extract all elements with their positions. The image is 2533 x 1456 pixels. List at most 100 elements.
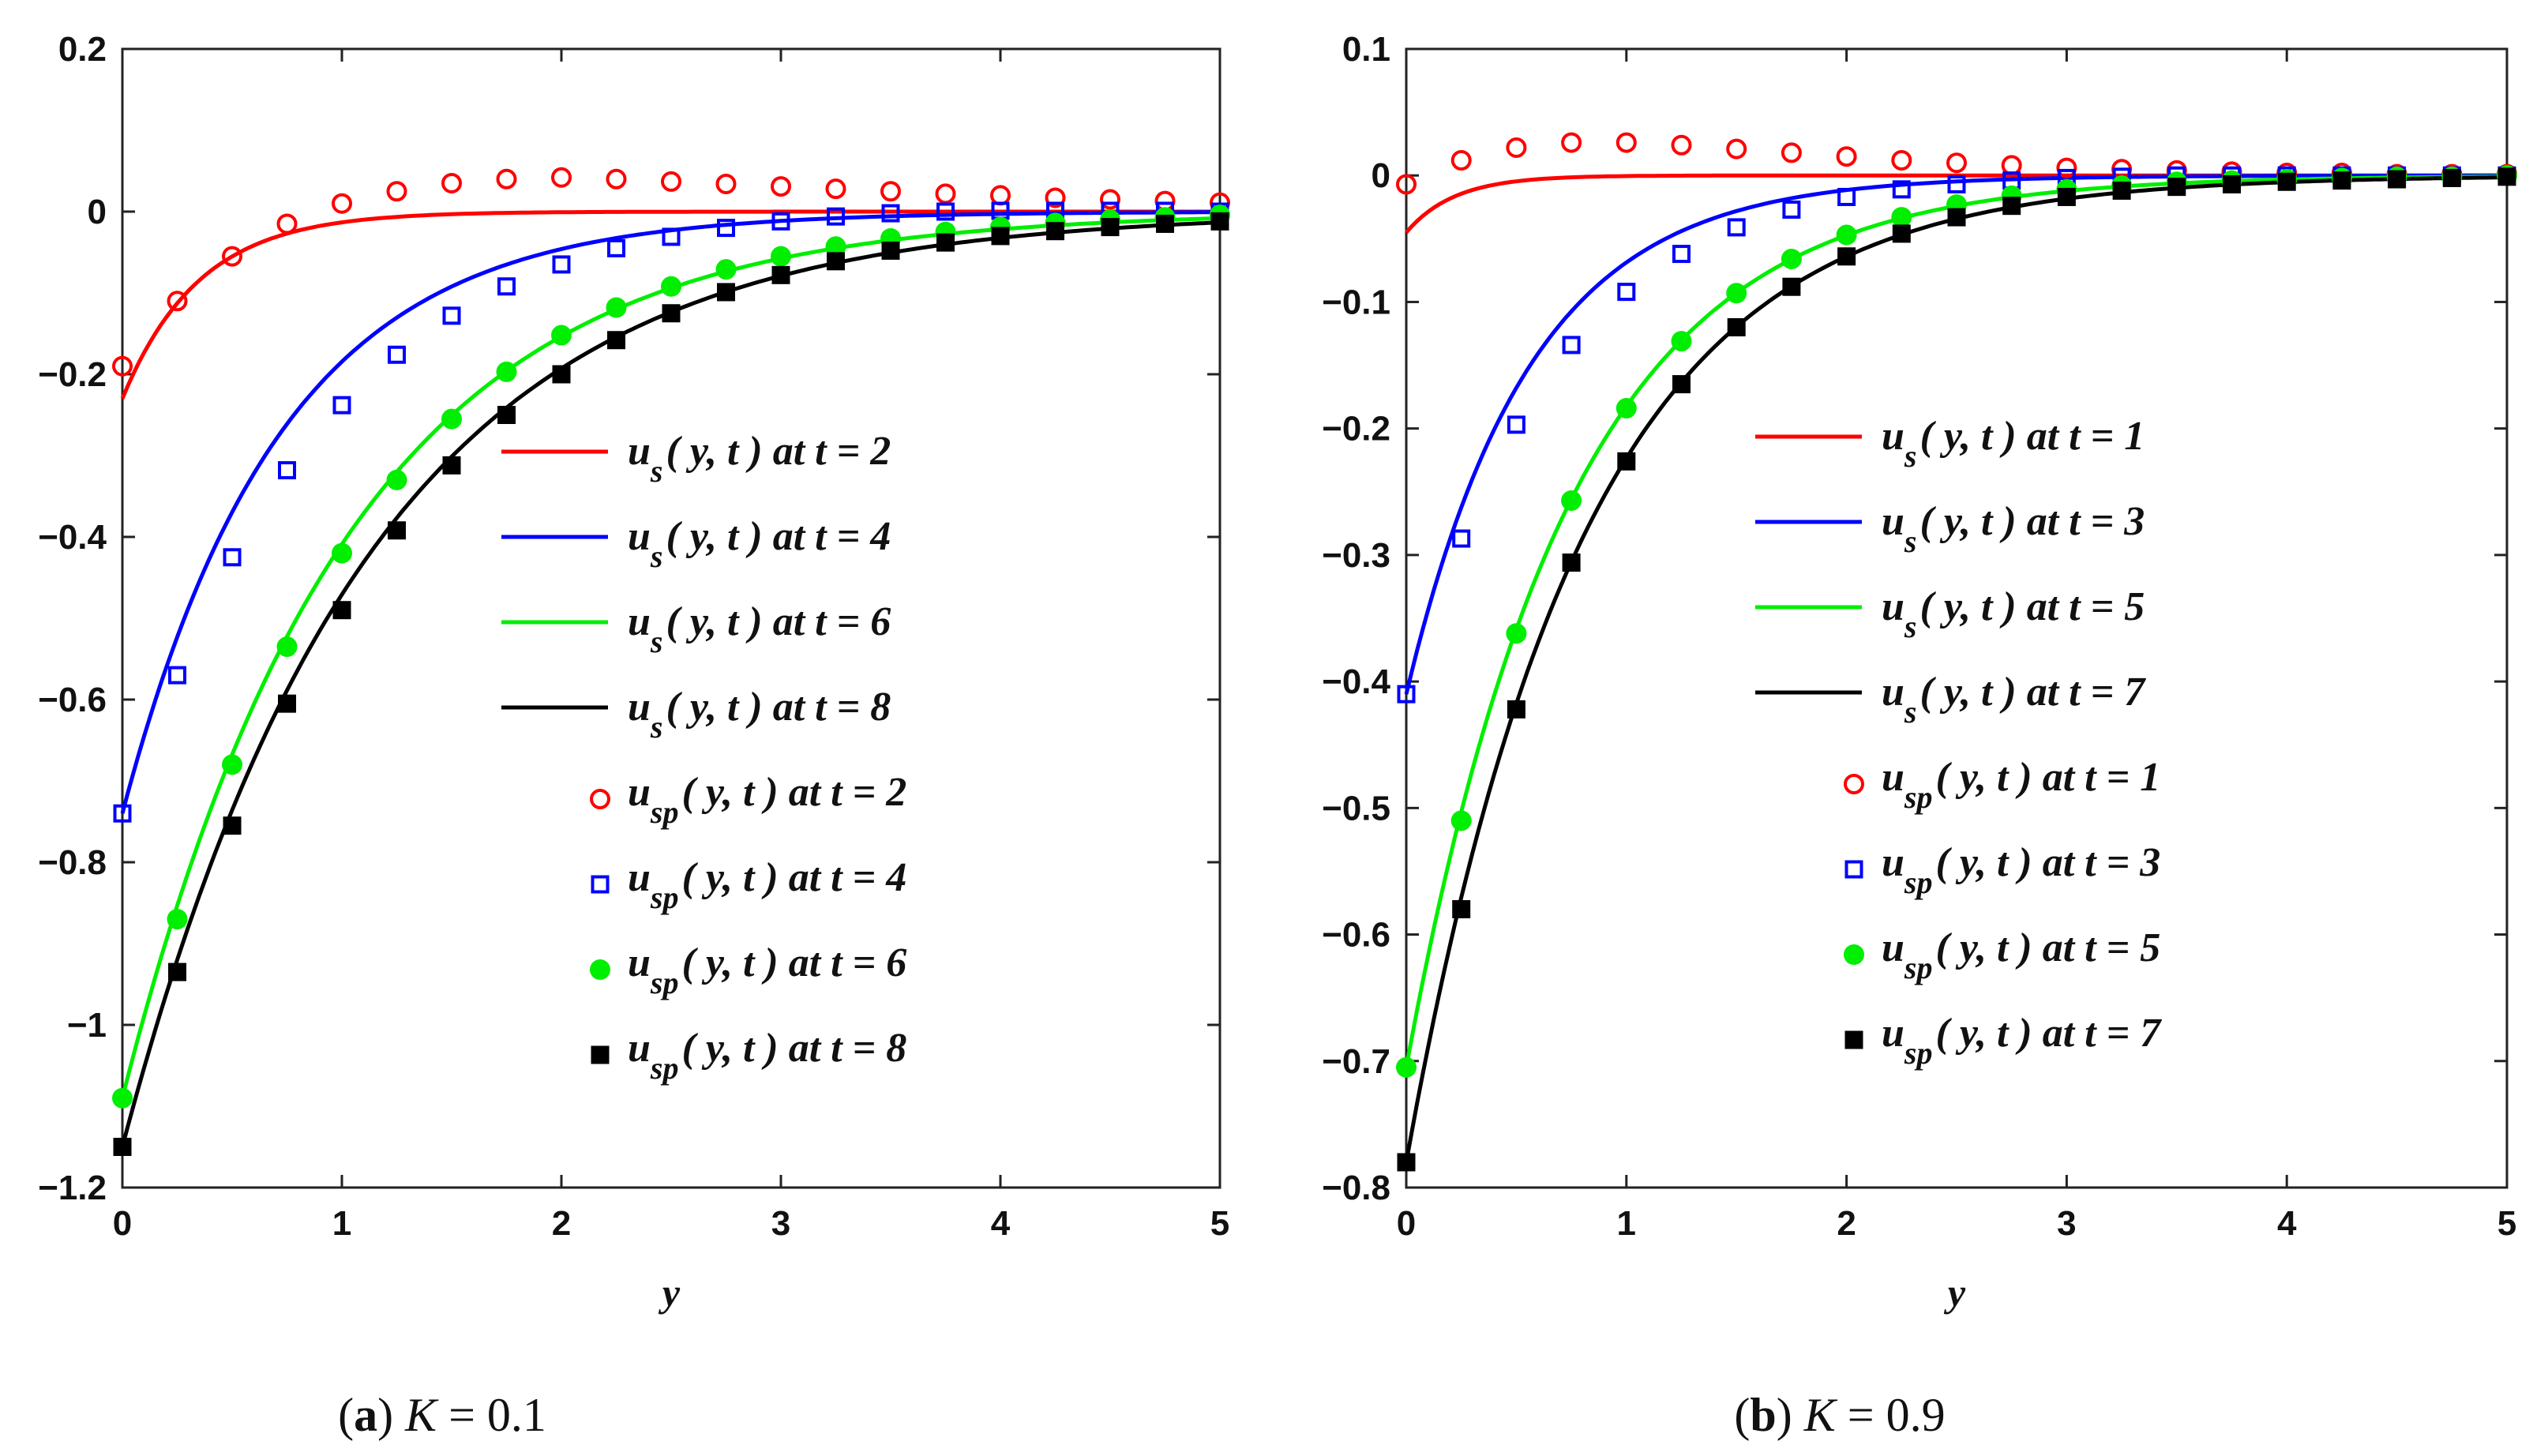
y-tick-label: −0.8 xyxy=(38,843,107,882)
data-point xyxy=(551,325,572,346)
data-point xyxy=(1836,224,1857,246)
data-point xyxy=(881,241,900,260)
y-tick-label: −0.1 xyxy=(1322,283,1390,321)
data-point xyxy=(442,456,461,475)
x-tick-label: 1 xyxy=(332,1204,351,1243)
x-tick-label: 0 xyxy=(1397,1204,1416,1243)
data-point xyxy=(1450,810,1472,831)
data-point xyxy=(113,804,132,823)
data-point xyxy=(222,246,242,267)
legend-entry: usp( y, t ) at t = 2 xyxy=(590,770,906,830)
x-tick-label: 4 xyxy=(2277,1204,2297,1243)
legend-label: usp( y, t ) at t = 3 xyxy=(1882,840,2160,900)
data-point xyxy=(662,227,681,246)
y-tick-label: −1 xyxy=(67,1006,107,1045)
data-point xyxy=(168,963,186,981)
data-point xyxy=(2442,168,2461,187)
x-tick-label: 3 xyxy=(771,1204,790,1243)
legend-entry: usp( y, t ) at t = 4 xyxy=(591,855,906,915)
legend: us( y, t ) at t = 2 us( y, t ) at t = 4 us… xyxy=(501,429,906,1086)
data-point xyxy=(1727,218,1746,237)
data-point xyxy=(1506,137,1527,158)
x-tick-label: 3 xyxy=(2057,1204,2076,1243)
data-point xyxy=(717,219,735,238)
data-point xyxy=(1781,248,1802,269)
data-point xyxy=(2332,171,2351,190)
legend-label: usp( y, t ) at t = 8 xyxy=(628,1026,906,1086)
series-sp-t2 xyxy=(112,167,1230,377)
legend-marker-swatch xyxy=(1844,1030,1863,1049)
x-tick-label: 4 xyxy=(991,1204,1011,1243)
data-point xyxy=(2112,181,2131,200)
data-point xyxy=(441,172,462,193)
y-tick-label: −0.4 xyxy=(38,518,107,557)
legend-marker-swatch xyxy=(1844,774,1864,794)
legend-entry: usp( y, t ) at t = 1 xyxy=(1844,755,2160,815)
data-point xyxy=(1671,134,1692,156)
data-point xyxy=(167,909,188,930)
data-point xyxy=(1891,207,1912,228)
legend-entry: usp( y, t ) at t = 8 xyxy=(591,1026,906,1086)
data-point xyxy=(771,246,791,267)
plot-a: 0 1 2 3 4 5 0.2 0 −0.2 −0.4 −0.6 −0.8 −1 −1.2 y us( y, … xyxy=(38,30,1230,1315)
x-axis-label: y xyxy=(1944,1270,1966,1315)
data-point xyxy=(223,548,242,567)
data-point xyxy=(1892,180,1911,199)
data-point xyxy=(441,408,462,430)
data-point xyxy=(332,601,351,620)
y-tick-label: −0.4 xyxy=(1322,662,1390,701)
caption-a: (a) K = 0.1 xyxy=(338,1389,546,1441)
data-point xyxy=(935,183,956,205)
legend-entry: usp( y, t ) at t = 7 xyxy=(1844,1011,2162,1071)
data-point xyxy=(1045,187,1066,208)
y-tick-label: −0.7 xyxy=(1322,1042,1390,1081)
data-point xyxy=(771,265,790,284)
data-point xyxy=(1507,415,1525,434)
data-point xyxy=(662,304,681,323)
data-point xyxy=(1947,208,1966,227)
legend-marker-swatch xyxy=(591,875,610,894)
data-point xyxy=(386,469,407,490)
data-point xyxy=(1561,490,1582,511)
data-point xyxy=(2223,174,2241,193)
data-point xyxy=(1562,336,1581,355)
data-point xyxy=(661,276,681,297)
legend-label: us( y, t ) at t = 4 xyxy=(628,514,891,574)
caption-b: (b) K = 0.9 xyxy=(1734,1389,1945,1441)
legend-marker-swatch xyxy=(590,789,610,809)
data-point xyxy=(332,193,352,214)
data-point xyxy=(936,202,955,221)
legend-entry: us( y, t ) at t = 2 xyxy=(501,429,891,489)
data-point xyxy=(606,168,627,190)
legend-entry: usp( y, t ) at t = 5 xyxy=(1844,925,2160,985)
data-point xyxy=(827,252,845,271)
data-point xyxy=(771,176,791,197)
data-point xyxy=(276,636,298,658)
data-point xyxy=(2388,170,2407,189)
data-point xyxy=(1561,132,1582,153)
data-point xyxy=(2167,178,2186,197)
data-point xyxy=(1617,283,1636,302)
data-point xyxy=(1947,174,1966,193)
x-tick-label: 2 xyxy=(552,1204,571,1243)
data-point xyxy=(1046,222,1064,241)
data-point xyxy=(717,283,735,302)
data-point xyxy=(1396,174,1417,195)
x-tick-label: 2 xyxy=(1837,1204,1856,1243)
legend: us( y, t ) at t = 1 us( y, t ) at t = 3 us… xyxy=(1755,414,2162,1071)
y-tick-label: −0.6 xyxy=(38,681,107,719)
y-tick-label: −0.2 xyxy=(1322,410,1390,448)
legend-marker-swatch xyxy=(1844,860,1863,879)
data-point xyxy=(442,306,461,325)
data-point xyxy=(112,355,133,377)
plot-area xyxy=(121,47,1221,1189)
legend-entry: usp( y, t ) at t = 3 xyxy=(1844,840,2160,900)
series-s-t3 xyxy=(1404,173,2507,695)
data-point xyxy=(1452,900,1471,919)
series-sp-t4 xyxy=(113,201,1229,823)
data-point xyxy=(1450,149,1472,171)
data-point xyxy=(168,666,186,685)
legend-marker-swatch xyxy=(590,959,610,980)
data-point xyxy=(2002,197,2021,216)
data-point xyxy=(112,1087,133,1109)
